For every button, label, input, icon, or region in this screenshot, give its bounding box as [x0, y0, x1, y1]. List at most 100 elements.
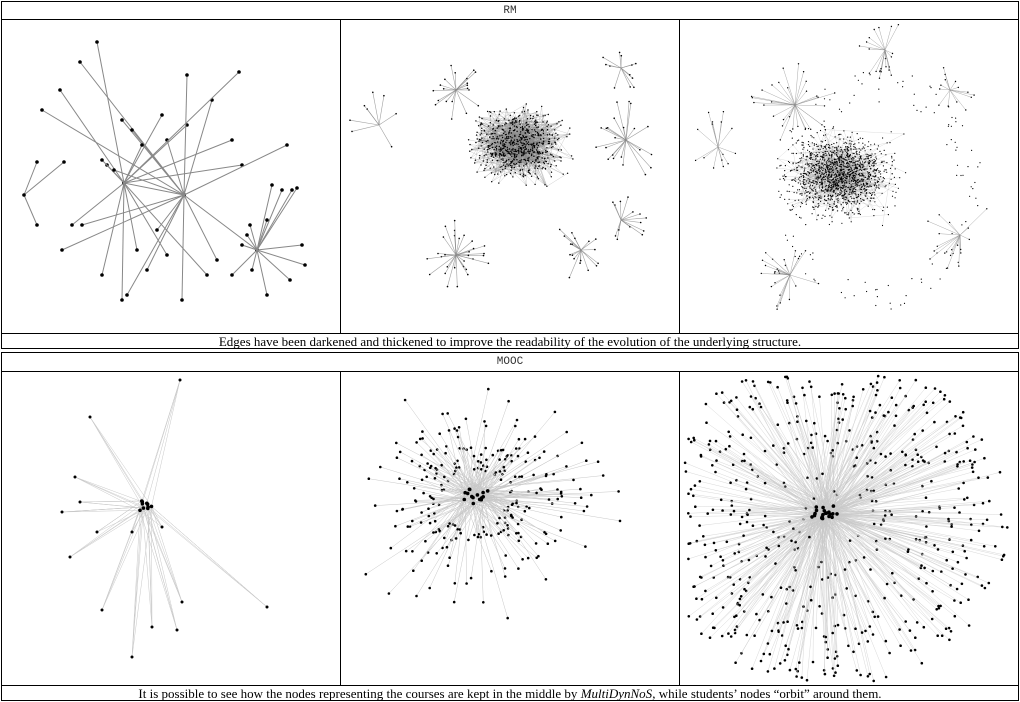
graph-node — [813, 187, 815, 189]
graph-edge — [121, 182, 125, 301]
graph-edge — [477, 136, 520, 140]
graph-node — [493, 148, 495, 151]
graph-edge — [860, 177, 900, 182]
graph-node — [798, 139, 800, 141]
graph-edge — [804, 149, 846, 174]
mooc-snapshot-1-graph — [60, 378, 269, 659]
graph-node — [851, 140, 853, 142]
graph-node — [810, 168, 812, 170]
graph-node — [479, 497, 484, 502]
graph-node — [866, 186, 868, 188]
graph-node — [840, 192, 842, 194]
graph-edge — [455, 88, 468, 91]
graph-node — [525, 144, 527, 146]
graph-node — [849, 156, 851, 158]
graph-edge — [613, 118, 627, 141]
graph-node — [895, 191, 897, 193]
graph-node — [585, 505, 589, 508]
graph-edge — [777, 158, 845, 173]
graph-node — [493, 156, 495, 158]
graph-edge — [840, 166, 875, 196]
graph-node — [395, 112, 397, 115]
graph-edge — [776, 274, 791, 310]
graph-node — [862, 169, 864, 171]
graph-node — [499, 135, 501, 137]
graph-node — [633, 127, 636, 130]
graph-node — [487, 151, 489, 153]
graph-edge — [183, 144, 288, 196]
graph-node — [505, 141, 507, 144]
graph-node — [534, 173, 536, 175]
graph-node — [721, 509, 724, 512]
graph-node — [815, 143, 817, 145]
graph-node — [824, 158, 826, 160]
graph-node — [860, 179, 862, 181]
graph-edge — [884, 49, 892, 58]
graph-edge — [805, 173, 840, 178]
graph-node — [792, 163, 794, 165]
graph-edge — [958, 234, 961, 267]
graph-node — [508, 133, 510, 135]
graph-edge — [934, 234, 961, 252]
graph-node — [486, 159, 488, 161]
graph-node — [248, 223, 252, 227]
graph-node — [502, 529, 505, 532]
graph-node — [925, 106, 927, 108]
graph-node — [450, 64, 452, 67]
graph-node — [778, 81, 780, 84]
graph-node — [445, 545, 449, 549]
graph-node — [802, 155, 804, 157]
graph-node — [880, 68, 882, 70]
graph-edge — [23, 161, 38, 196]
graph-node — [823, 173, 826, 175]
graph-node — [877, 177, 879, 179]
graph-node — [245, 233, 249, 237]
graph-node — [851, 172, 853, 174]
graph-node — [797, 169, 799, 171]
graph-node — [817, 163, 819, 165]
graph-node — [779, 294, 781, 296]
graph-node — [874, 176, 876, 178]
graph-node — [120, 118, 124, 122]
graph-node — [818, 168, 820, 170]
graph-node — [845, 198, 847, 201]
graph-node — [631, 77, 634, 79]
graph-edge — [833, 190, 854, 192]
graph-node — [816, 161, 818, 163]
graph-node — [822, 169, 824, 172]
graph-edge — [771, 84, 796, 106]
graph-node — [515, 532, 518, 535]
graph-node — [811, 153, 813, 155]
graph-node — [35, 160, 39, 164]
graph-node — [847, 149, 849, 151]
graph-node — [536, 147, 539, 149]
graph-node — [573, 502, 577, 505]
graph-node — [826, 184, 828, 187]
graph-node — [911, 278, 913, 280]
graph-node — [130, 655, 134, 659]
graph-node — [855, 189, 857, 191]
graph-node — [900, 304, 902, 306]
graph-edge — [471, 447, 486, 497]
graph-node — [732, 583, 735, 586]
graph-node — [943, 394, 947, 397]
graph-node — [886, 206, 888, 208]
graph-node — [837, 188, 839, 190]
graph-node — [812, 201, 814, 204]
graph-node — [95, 530, 99, 534]
graph-node — [812, 165, 814, 167]
graph-edge — [478, 136, 524, 142]
graph-node — [843, 171, 845, 173]
graph-node — [816, 177, 818, 179]
graph-node — [451, 100, 453, 103]
graph-edge — [845, 174, 850, 213]
graph-node — [522, 154, 524, 156]
graph-edge — [799, 180, 807, 201]
graph-node — [495, 155, 497, 157]
graph-node — [832, 151, 834, 153]
graph-node — [810, 134, 812, 137]
graph-node — [498, 145, 500, 148]
graph-node — [798, 178, 800, 180]
graph-node — [528, 506, 531, 510]
graph-node — [881, 224, 884, 227]
